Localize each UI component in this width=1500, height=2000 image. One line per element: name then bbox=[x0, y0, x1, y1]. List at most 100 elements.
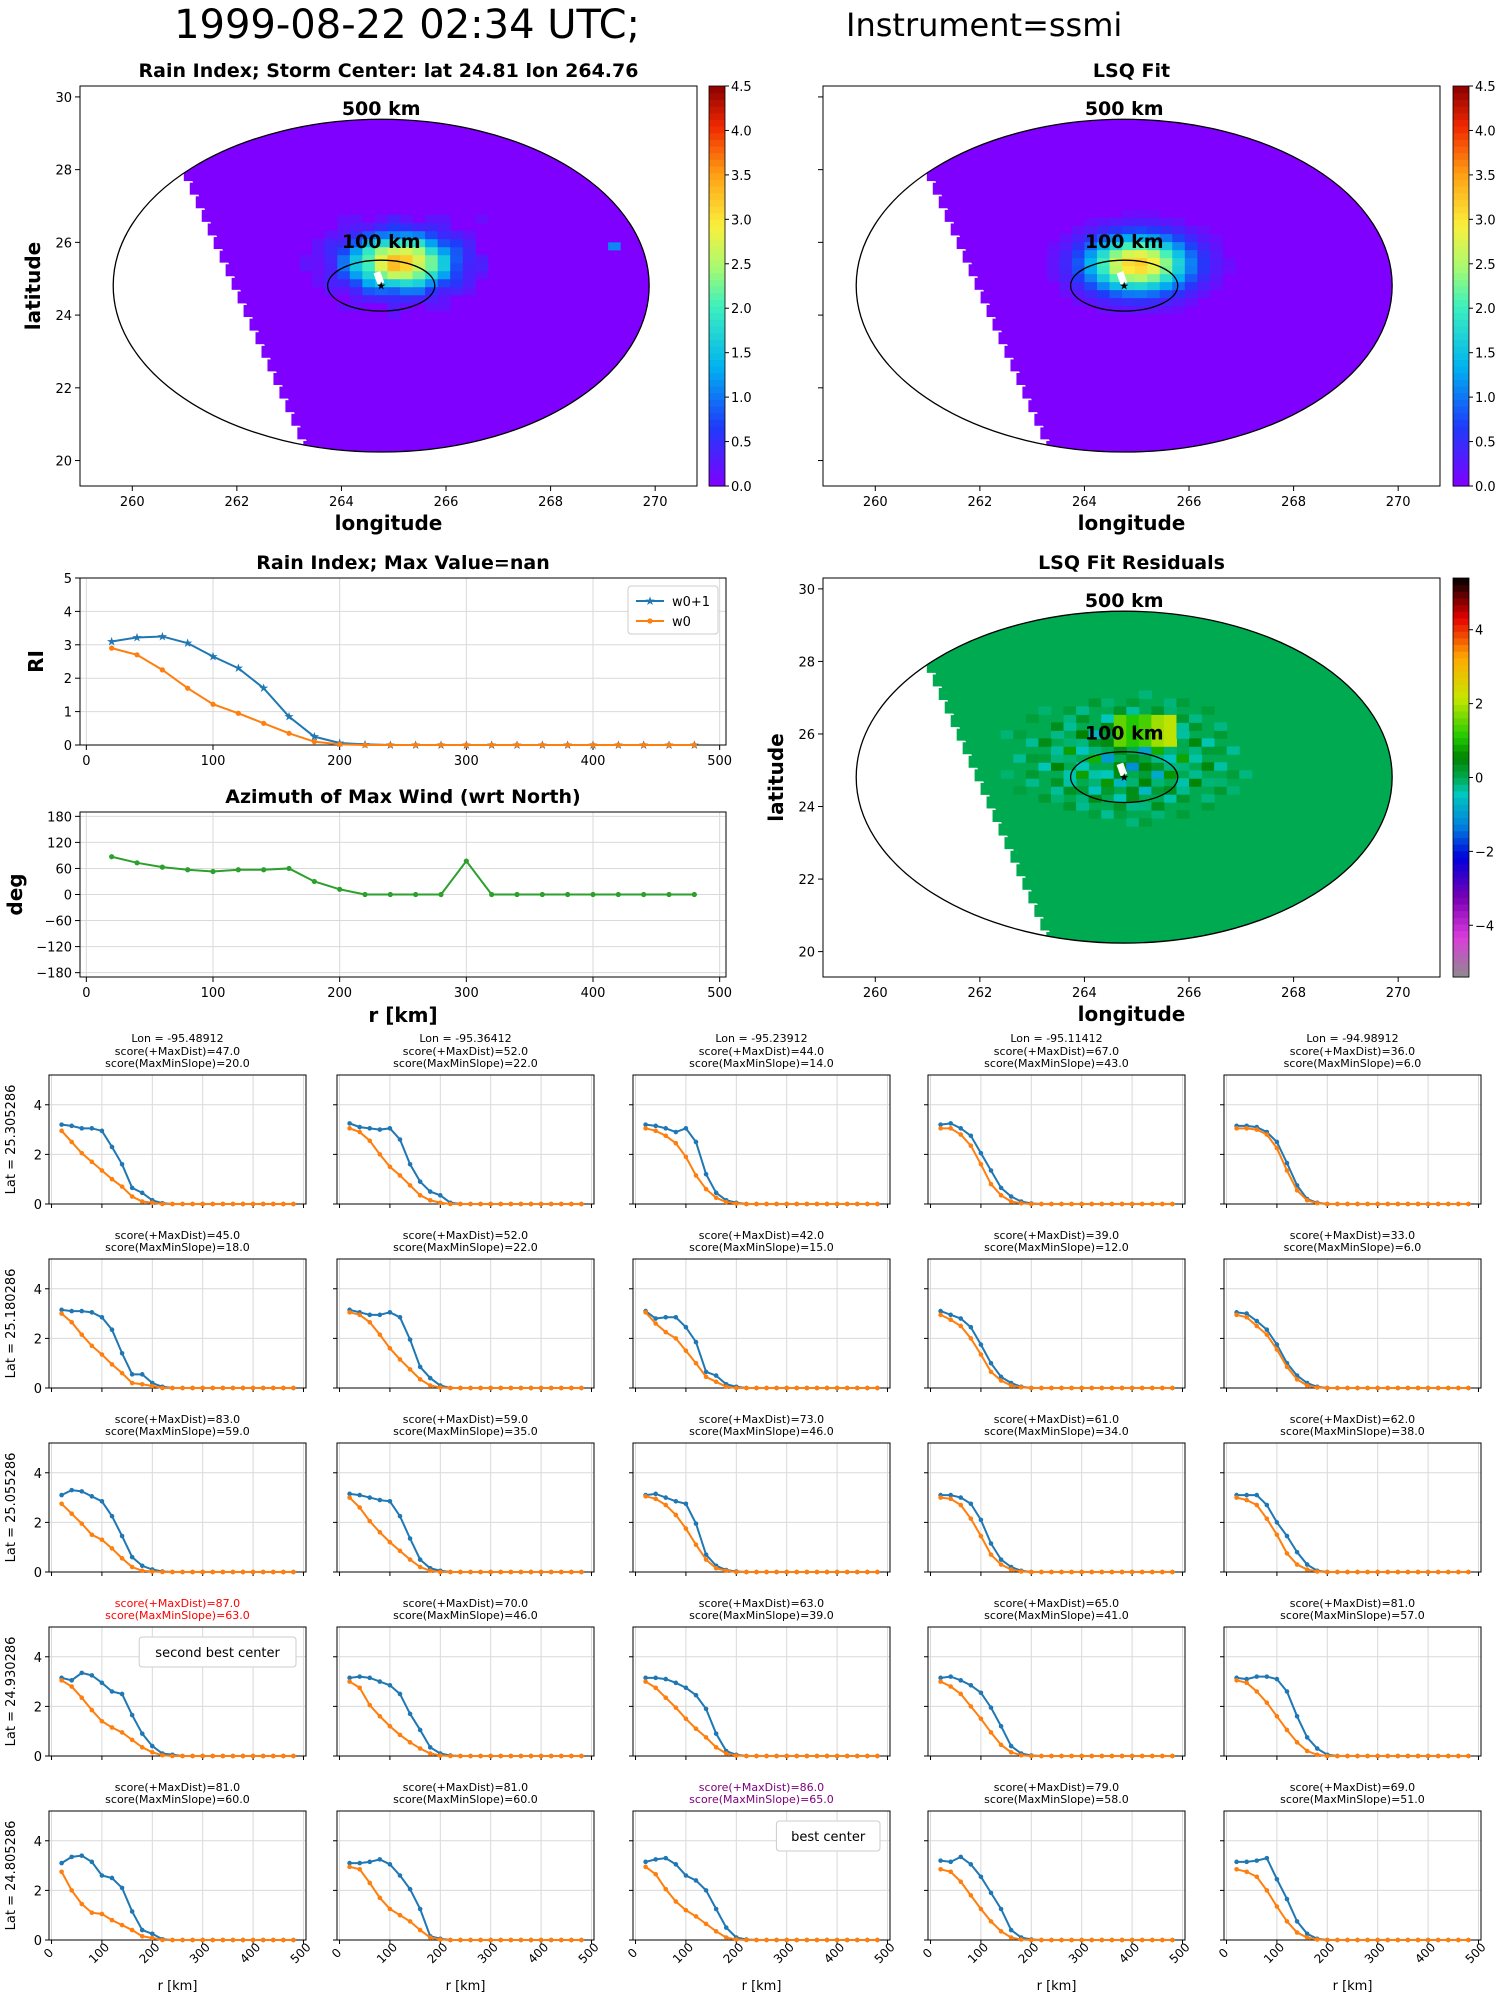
series-point bbox=[59, 1128, 64, 1134]
series-point bbox=[774, 1937, 779, 1943]
y-tick-label: 0 bbox=[34, 1198, 42, 1213]
data-cell bbox=[1151, 722, 1165, 731]
data-cell bbox=[1172, 241, 1186, 251]
series-point bbox=[774, 1385, 779, 1391]
series-point bbox=[824, 1753, 830, 1759]
series-point bbox=[1234, 1312, 1239, 1318]
series-point bbox=[948, 1312, 953, 1318]
series-point bbox=[210, 1753, 216, 1759]
series-point bbox=[79, 1332, 85, 1337]
colorbar-tick-label: 1.0 bbox=[731, 391, 752, 406]
series-point bbox=[347, 1864, 352, 1870]
series-point bbox=[844, 1569, 850, 1575]
series-point bbox=[397, 1314, 403, 1320]
x-tick-label: 268 bbox=[538, 495, 563, 510]
series-point bbox=[1049, 1385, 1054, 1391]
series-point bbox=[663, 1676, 669, 1682]
data-cell bbox=[1197, 249, 1211, 259]
data-cell bbox=[1134, 209, 1148, 219]
y-tick-label: 0 bbox=[34, 1382, 42, 1397]
colorbar-segment bbox=[1453, 671, 1469, 679]
series-point bbox=[59, 1869, 64, 1875]
series-point bbox=[119, 1162, 125, 1167]
x-tick-label: 300 bbox=[1066, 1940, 1092, 1966]
data-cell bbox=[1050, 794, 1065, 803]
series-point bbox=[69, 1123, 74, 1129]
colorbar-tick-label: 4 bbox=[1475, 624, 1483, 639]
series-point bbox=[744, 1385, 749, 1391]
data-cell bbox=[1046, 257, 1060, 267]
data-cell bbox=[1147, 297, 1161, 307]
series-point bbox=[693, 1173, 699, 1178]
series-point bbox=[407, 1557, 413, 1562]
data-cell bbox=[1151, 746, 1165, 755]
data-cell bbox=[1038, 794, 1052, 803]
series-point bbox=[1314, 1200, 1320, 1206]
series-point bbox=[653, 1685, 658, 1691]
swath bbox=[183, 119, 650, 452]
data-cell bbox=[1084, 265, 1098, 275]
series-point bbox=[1456, 1385, 1461, 1391]
data-cell bbox=[1122, 281, 1136, 291]
data-cell bbox=[1084, 249, 1098, 259]
series-point bbox=[998, 1562, 1004, 1567]
colorbar-segment bbox=[1453, 92, 1469, 100]
data-cell bbox=[425, 214, 439, 224]
series-point bbox=[703, 1552, 709, 1557]
dot-marker bbox=[159, 667, 165, 673]
dot-marker bbox=[489, 891, 495, 898]
x-tick-label: 0 bbox=[82, 754, 90, 769]
axes-frame bbox=[822, 85, 1441, 487]
data-cell bbox=[1151, 802, 1165, 811]
data-cell bbox=[337, 230, 351, 240]
swath-edge-cell bbox=[980, 782, 993, 795]
ring-500km bbox=[112, 118, 650, 453]
colorbar-segment bbox=[709, 399, 725, 407]
series-point bbox=[854, 1201, 860, 1207]
series-point bbox=[998, 1742, 1004, 1748]
data-cell bbox=[324, 262, 338, 272]
series-point bbox=[774, 1569, 779, 1575]
series-point bbox=[1466, 1385, 1471, 1391]
colorbar-segment bbox=[709, 466, 725, 474]
series-point bbox=[978, 1517, 984, 1523]
series-point bbox=[938, 1308, 943, 1314]
x-tick-label: 200 bbox=[327, 986, 352, 1001]
data-cell bbox=[412, 238, 426, 248]
series-point bbox=[1089, 1937, 1095, 1943]
colorbar-segment bbox=[1453, 386, 1469, 394]
data-cell bbox=[1071, 265, 1085, 275]
series-point bbox=[1254, 1492, 1260, 1498]
data-cell bbox=[387, 262, 401, 272]
series-point bbox=[438, 1753, 443, 1758]
data-cell bbox=[1109, 225, 1123, 235]
data-cell bbox=[1189, 778, 1203, 787]
series-point bbox=[968, 1704, 974, 1709]
series-point bbox=[865, 1201, 870, 1207]
series-point bbox=[89, 1859, 95, 1865]
chart-title: Rain Index; Max Value=nan bbox=[256, 552, 549, 574]
series-point bbox=[538, 1385, 544, 1391]
series-point bbox=[1089, 1385, 1095, 1391]
series-point bbox=[1008, 1927, 1014, 1933]
series-point bbox=[579, 1385, 584, 1391]
data-cell bbox=[462, 238, 476, 248]
series-point bbox=[367, 1319, 373, 1325]
series-point bbox=[230, 1569, 236, 1575]
data-cell bbox=[1163, 746, 1177, 755]
series-line bbox=[349, 1492, 582, 1573]
series-point bbox=[1415, 1569, 1421, 1575]
dot-marker bbox=[539, 742, 545, 748]
series-point bbox=[468, 1753, 473, 1759]
data-cell bbox=[1172, 217, 1186, 227]
series-point bbox=[139, 1563, 145, 1569]
dot-marker bbox=[109, 645, 115, 651]
series-point bbox=[250, 1937, 256, 1943]
series-point bbox=[180, 1937, 185, 1943]
colorbar-segment bbox=[709, 86, 725, 94]
series-point bbox=[129, 1564, 135, 1570]
data-cell bbox=[1184, 273, 1198, 283]
grid-panel: 0 100 200 300 400 500score(+MaxDist)=81.0scor… bbox=[329, 1781, 602, 1994]
series-point bbox=[170, 1569, 175, 1575]
colorbar-tick-label: 3.0 bbox=[1475, 213, 1496, 228]
